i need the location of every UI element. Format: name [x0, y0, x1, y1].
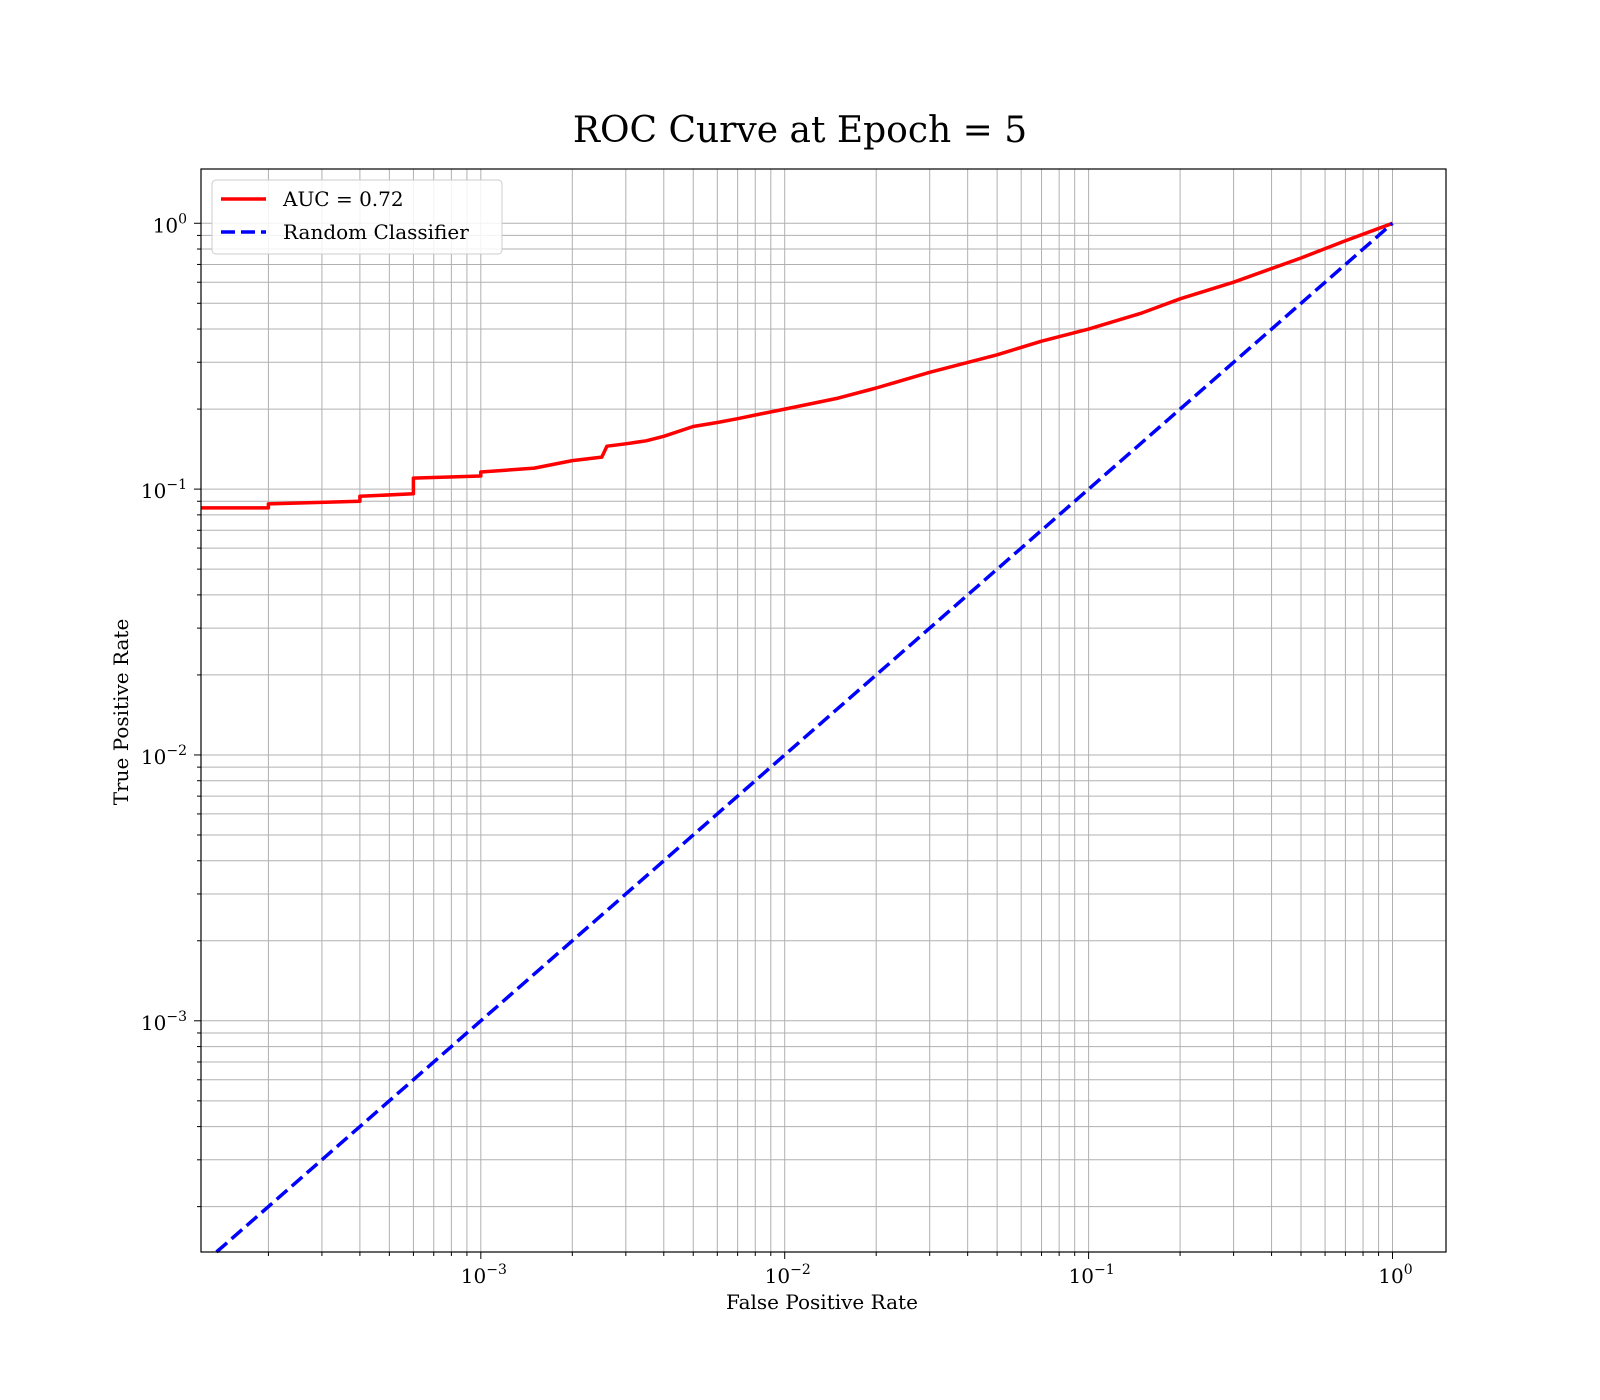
series-layer: [201, 221, 1394, 1254]
x-tick-label: 10−2: [765, 1262, 811, 1288]
legend-box: [211, 179, 503, 255]
x-tick-label: 10−3: [461, 1262, 507, 1288]
y-tick-label: 100: [153, 211, 187, 237]
legend-entry-label: AUC = 0.72: [282, 187, 404, 211]
y-tick-label: 10−2: [141, 743, 187, 769]
legend-entry-label: Random Classifier: [283, 220, 469, 244]
y-axis-label: True Positive Rate: [109, 619, 133, 806]
plot-frame: [200, 168, 1447, 1253]
y-tick-label: 10−1: [141, 477, 187, 503]
tick-labels: 10−3 10−2 10−1 100 10−3 10−2 10−1 100: [141, 211, 1413, 1288]
x-tick-label: 10−1: [1069, 1262, 1115, 1288]
x-tick-label: 100: [1378, 1262, 1412, 1288]
x-axis-label: False Positive Rate: [726, 1290, 918, 1314]
chart-title: ROC Curve at Epoch = 5: [573, 110, 1027, 151]
grid-lines: [201, 169, 1446, 1252]
tick-marks: [194, 222, 1393, 1259]
y-tick-label: 10−3: [141, 1009, 187, 1035]
legend: AUC = 0.72 Random Classifier: [211, 179, 503, 255]
random-classifier-line: [215, 221, 1394, 1254]
roc-curve-line: [201, 221, 1394, 510]
